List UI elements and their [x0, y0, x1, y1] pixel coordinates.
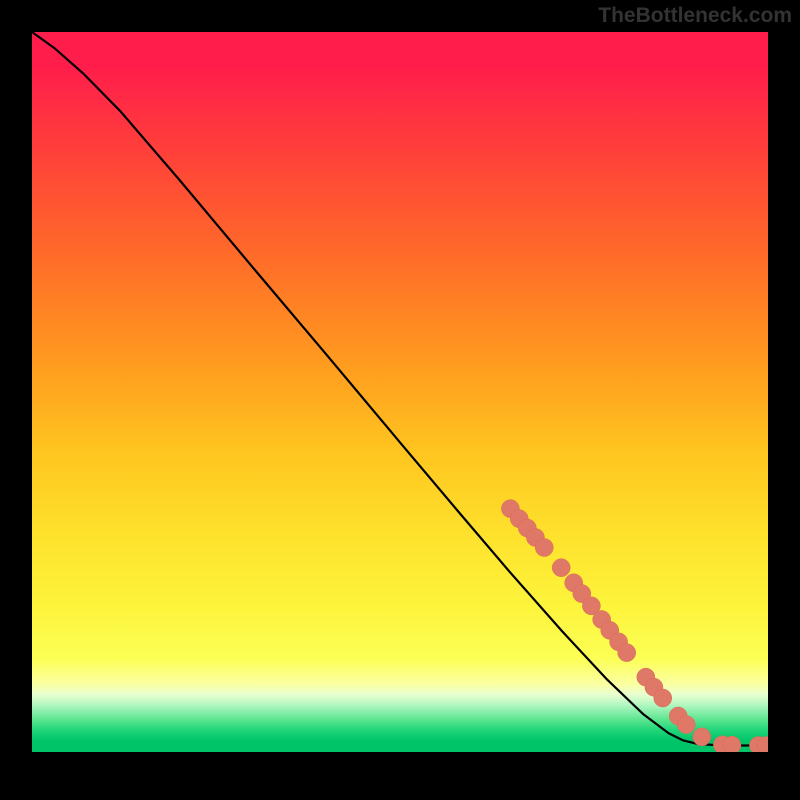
attribution-text: TheBottleneck.com: [598, 4, 792, 28]
data-marker: [654, 689, 672, 707]
data-marker: [693, 728, 711, 746]
data-marker: [723, 736, 741, 752]
plot-area: [32, 32, 768, 752]
data-marker: [618, 644, 636, 662]
chart-svg: [32, 32, 768, 752]
data-marker: [677, 716, 695, 734]
data-marker: [552, 559, 570, 577]
data-marker: [535, 539, 553, 557]
curve-line: [32, 32, 768, 746]
chart-container: TheBottleneck.com: [0, 0, 800, 800]
